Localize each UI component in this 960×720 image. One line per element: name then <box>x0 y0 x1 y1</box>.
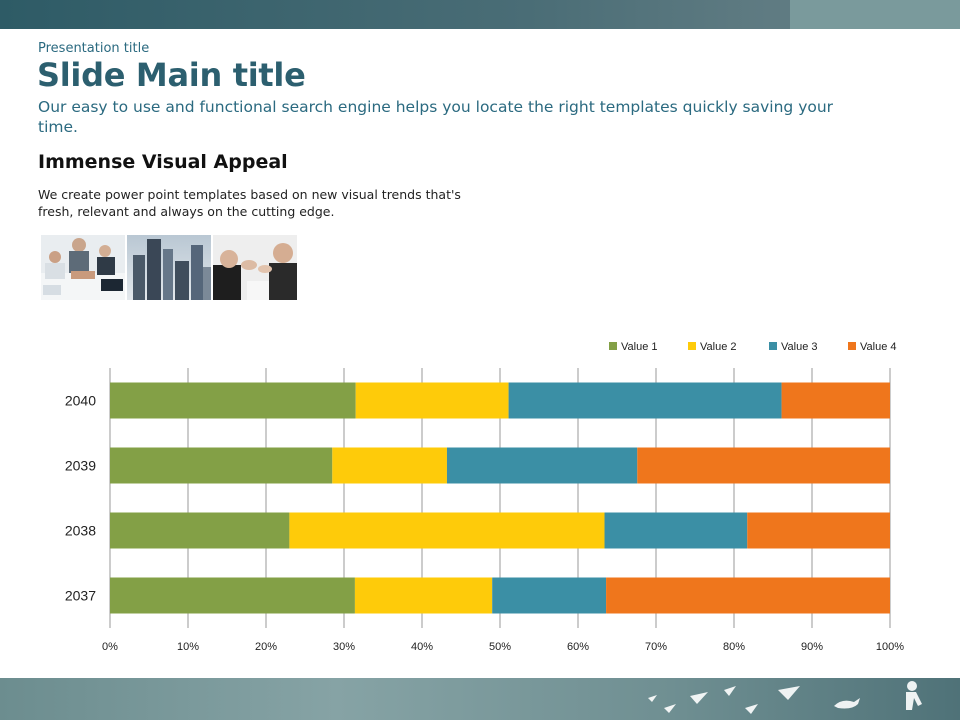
bar-segment-2039-series-3 <box>446 447 638 484</box>
people-applauding-photo <box>213 235 297 300</box>
legend-swatch <box>609 342 617 350</box>
bar-segment-2038-series-4 <box>747 512 890 549</box>
legend-item-4: Value 4 <box>848 341 897 353</box>
legend-swatch <box>769 342 777 350</box>
x-tick-label: 30% <box>333 641 355 653</box>
x-tick-label: 40% <box>411 641 433 653</box>
bar-segment-2039-series-2 <box>332 447 447 484</box>
category-label: 2037 <box>65 588 96 604</box>
bar-segment-2037-series-2 <box>354 577 493 614</box>
x-tick-label: 100% <box>876 641 904 653</box>
x-tick-label: 20% <box>255 641 277 653</box>
category-label: 2038 <box>65 523 96 539</box>
bar-segment-2037-series-3 <box>492 577 607 614</box>
legend-item-1: Value 1 <box>609 341 658 353</box>
legend-swatch <box>848 342 856 350</box>
legend-item-2: Value 2 <box>688 341 737 353</box>
x-tick-label: 70% <box>645 641 667 653</box>
bar-segment-2037-series-4 <box>606 577 890 614</box>
chart-legend: Value 1 Value 2 Value 3 Value 4 <box>609 341 897 353</box>
bar-segment-2040-series-3 <box>508 382 782 419</box>
bar-segment-2039-series-4 <box>637 447 890 484</box>
legend-label: Value 3 <box>781 341 818 353</box>
bar-segment-2037-series-1 <box>110 577 355 614</box>
city-skyscrapers-photo <box>127 235 211 300</box>
x-tick-label: 60% <box>567 641 589 653</box>
bar-segment-2040-series-1 <box>110 382 356 419</box>
stacked-bar-chart: Value 1 Value 2 Value 3 Value 4 2040 2039 203… <box>65 341 904 653</box>
bar-segment-2039-series-1 <box>110 447 333 484</box>
paper-planes-decoration <box>648 681 922 714</box>
section-body: We create power point templates based on… <box>38 187 461 219</box>
top-banner-accent <box>790 0 960 29</box>
bar-segment-2038-series-2 <box>289 512 605 549</box>
slide-main-title: Slide Main title <box>37 56 306 94</box>
category-label: 2040 <box>65 393 96 409</box>
category-label: 2039 <box>65 458 96 474</box>
x-tick-label: 10% <box>177 641 199 653</box>
legend-item-3: Value 3 <box>769 341 818 353</box>
x-tick-label: 80% <box>723 641 745 653</box>
bar-segment-2038-series-1 <box>110 512 290 549</box>
business-team-photo <box>41 235 125 300</box>
top-banner <box>0 0 960 29</box>
legend-label: Value 4 <box>860 341 897 353</box>
legend-label: Value 2 <box>700 341 737 353</box>
bottom-banner <box>0 678 960 720</box>
presentation-title: Presentation title <box>38 41 150 56</box>
x-tick-label: 90% <box>801 641 823 653</box>
x-tick-label: 50% <box>489 641 511 653</box>
legend-swatch <box>688 342 696 350</box>
bar-segment-2040-series-2 <box>355 382 509 419</box>
x-tick-label: 0% <box>102 641 118 653</box>
chart-category-labels: 2040 2039 2038 2037 <box>65 393 96 604</box>
legend-label: Value 1 <box>621 341 658 353</box>
bar-segment-2038-series-3 <box>604 512 748 549</box>
slide-subtitle: Our easy to use and functional search en… <box>38 98 834 136</box>
section-heading: Immense Visual Appeal <box>38 151 288 173</box>
chart-x-tick-labels: 0% 10% 20% 30% 40% 50% 60% 70% 80% 90% 100% <box>102 641 904 653</box>
bar-segment-2040-series-4 <box>781 382 890 419</box>
chart-bars <box>110 382 890 614</box>
